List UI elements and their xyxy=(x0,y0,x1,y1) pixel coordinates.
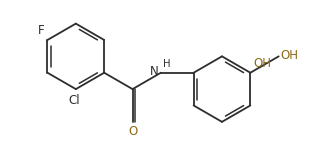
Text: H: H xyxy=(163,59,170,69)
Text: OH: OH xyxy=(280,49,298,62)
Text: OH: OH xyxy=(253,57,271,70)
Text: Cl: Cl xyxy=(69,94,80,107)
Text: N: N xyxy=(150,65,158,78)
Text: O: O xyxy=(128,125,137,138)
Text: F: F xyxy=(38,24,45,37)
